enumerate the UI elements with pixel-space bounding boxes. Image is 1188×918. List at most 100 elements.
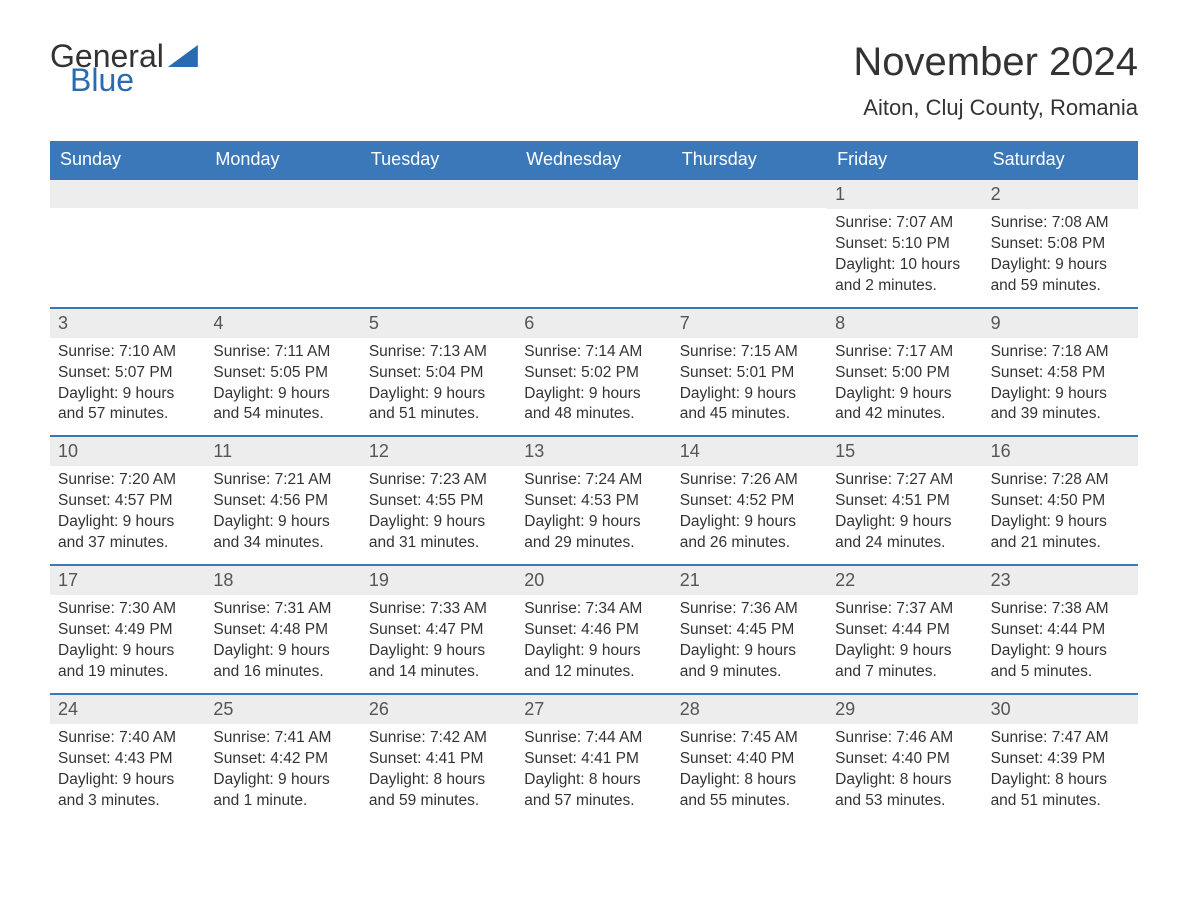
page-header: General Blue November 2024 Aiton, Cluj C… xyxy=(50,40,1138,121)
sunset-text: Sunset: 4:45 PM xyxy=(680,620,819,641)
sunset-text: Sunset: 4:58 PM xyxy=(991,363,1130,384)
calendar-cell: 9Sunrise: 7:18 AMSunset: 4:58 PMDaylight… xyxy=(983,309,1138,436)
sunrise-text: Sunrise: 7:41 AM xyxy=(213,728,352,749)
calendar: SundayMondayTuesdayWednesdayThursdayFrid… xyxy=(50,141,1138,821)
sunrise-text: Sunrise: 7:11 AM xyxy=(213,342,352,363)
day-number: 18 xyxy=(205,566,360,595)
cell-body: Sunrise: 7:31 AMSunset: 4:48 PMDaylight:… xyxy=(205,595,360,693)
daylight-text: Daylight: 9 hours and 59 minutes. xyxy=(991,255,1130,297)
title-block: November 2024 Aiton, Cluj County, Romani… xyxy=(853,40,1138,121)
sunset-text: Sunset: 4:51 PM xyxy=(835,491,974,512)
calendar-cell: 1Sunrise: 7:07 AMSunset: 5:10 PMDaylight… xyxy=(827,180,982,307)
cell-body: Sunrise: 7:46 AMSunset: 4:40 PMDaylight:… xyxy=(827,724,982,822)
sunset-text: Sunset: 4:41 PM xyxy=(369,749,508,770)
calendar-cell: 6Sunrise: 7:14 AMSunset: 5:02 PMDaylight… xyxy=(516,309,671,436)
sunset-text: Sunset: 4:48 PM xyxy=(213,620,352,641)
day-number: 20 xyxy=(516,566,671,595)
calendar-week: 3Sunrise: 7:10 AMSunset: 5:07 PMDaylight… xyxy=(50,307,1138,436)
sunset-text: Sunset: 4:42 PM xyxy=(213,749,352,770)
day-number xyxy=(516,180,671,208)
weekday-header-cell: Saturday xyxy=(983,141,1138,178)
daylight-text: Daylight: 9 hours and 7 minutes. xyxy=(835,641,974,683)
cell-body: Sunrise: 7:28 AMSunset: 4:50 PMDaylight:… xyxy=(983,466,1138,564)
day-number: 9 xyxy=(983,309,1138,338)
sunrise-text: Sunrise: 7:47 AM xyxy=(991,728,1130,749)
sunset-text: Sunset: 4:55 PM xyxy=(369,491,508,512)
logo-sail-icon xyxy=(168,45,198,67)
day-number: 13 xyxy=(516,437,671,466)
sunset-text: Sunset: 4:44 PM xyxy=(835,620,974,641)
calendar-cell: 21Sunrise: 7:36 AMSunset: 4:45 PMDayligh… xyxy=(672,566,827,693)
sunset-text: Sunset: 4:53 PM xyxy=(524,491,663,512)
calendar-cell: 3Sunrise: 7:10 AMSunset: 5:07 PMDaylight… xyxy=(50,309,205,436)
calendar-cell: 10Sunrise: 7:20 AMSunset: 4:57 PMDayligh… xyxy=(50,437,205,564)
day-number: 24 xyxy=(50,695,205,724)
cell-body: Sunrise: 7:18 AMSunset: 4:58 PMDaylight:… xyxy=(983,338,1138,436)
day-number: 27 xyxy=(516,695,671,724)
calendar-cell: 22Sunrise: 7:37 AMSunset: 4:44 PMDayligh… xyxy=(827,566,982,693)
sunrise-text: Sunrise: 7:18 AM xyxy=(991,342,1130,363)
sunrise-text: Sunrise: 7:28 AM xyxy=(991,470,1130,491)
sunrise-text: Sunrise: 7:36 AM xyxy=(680,599,819,620)
cell-body: Sunrise: 7:20 AMSunset: 4:57 PMDaylight:… xyxy=(50,466,205,564)
day-number: 3 xyxy=(50,309,205,338)
day-number: 7 xyxy=(672,309,827,338)
sunset-text: Sunset: 4:56 PM xyxy=(213,491,352,512)
calendar-cell xyxy=(516,180,671,307)
sunset-text: Sunset: 4:50 PM xyxy=(991,491,1130,512)
day-number: 14 xyxy=(672,437,827,466)
day-number xyxy=(361,180,516,208)
calendar-cell: 13Sunrise: 7:24 AMSunset: 4:53 PMDayligh… xyxy=(516,437,671,564)
sunset-text: Sunset: 5:10 PM xyxy=(835,234,974,255)
sunrise-text: Sunrise: 7:08 AM xyxy=(991,213,1130,234)
calendar-cell: 24Sunrise: 7:40 AMSunset: 4:43 PMDayligh… xyxy=(50,695,205,822)
daylight-text: Daylight: 9 hours and 48 minutes. xyxy=(524,384,663,426)
daylight-text: Daylight: 9 hours and 16 minutes. xyxy=(213,641,352,683)
sunrise-text: Sunrise: 7:20 AM xyxy=(58,470,197,491)
day-number: 11 xyxy=(205,437,360,466)
weekday-header-cell: Tuesday xyxy=(361,141,516,178)
sunset-text: Sunset: 5:07 PM xyxy=(58,363,197,384)
sunrise-text: Sunrise: 7:07 AM xyxy=(835,213,974,234)
calendar-week: 24Sunrise: 7:40 AMSunset: 4:43 PMDayligh… xyxy=(50,693,1138,822)
calendar-cell: 17Sunrise: 7:30 AMSunset: 4:49 PMDayligh… xyxy=(50,566,205,693)
cell-body: Sunrise: 7:13 AMSunset: 5:04 PMDaylight:… xyxy=(361,338,516,436)
day-number: 12 xyxy=(361,437,516,466)
cell-body: Sunrise: 7:17 AMSunset: 5:00 PMDaylight:… xyxy=(827,338,982,436)
daylight-text: Daylight: 9 hours and 31 minutes. xyxy=(369,512,508,554)
cell-body: Sunrise: 7:34 AMSunset: 4:46 PMDaylight:… xyxy=(516,595,671,693)
calendar-cell xyxy=(361,180,516,307)
sunset-text: Sunset: 4:52 PM xyxy=(680,491,819,512)
day-number xyxy=(672,180,827,208)
sunrise-text: Sunrise: 7:38 AM xyxy=(991,599,1130,620)
cell-body: Sunrise: 7:15 AMSunset: 5:01 PMDaylight:… xyxy=(672,338,827,436)
daylight-text: Daylight: 8 hours and 51 minutes. xyxy=(991,770,1130,812)
weekday-header-cell: Friday xyxy=(827,141,982,178)
sunrise-text: Sunrise: 7:30 AM xyxy=(58,599,197,620)
weekday-header-cell: Sunday xyxy=(50,141,205,178)
day-number: 16 xyxy=(983,437,1138,466)
sunrise-text: Sunrise: 7:23 AM xyxy=(369,470,508,491)
sunrise-text: Sunrise: 7:37 AM xyxy=(835,599,974,620)
cell-body: Sunrise: 7:11 AMSunset: 5:05 PMDaylight:… xyxy=(205,338,360,436)
logo-text-2: Blue xyxy=(70,64,198,96)
calendar-cell: 29Sunrise: 7:46 AMSunset: 4:40 PMDayligh… xyxy=(827,695,982,822)
sunrise-text: Sunrise: 7:33 AM xyxy=(369,599,508,620)
weekday-header-cell: Wednesday xyxy=(516,141,671,178)
sunrise-text: Sunrise: 7:24 AM xyxy=(524,470,663,491)
daylight-text: Daylight: 9 hours and 21 minutes. xyxy=(991,512,1130,554)
sunset-text: Sunset: 4:49 PM xyxy=(58,620,197,641)
day-number: 10 xyxy=(50,437,205,466)
day-number: 1 xyxy=(827,180,982,209)
cell-body: Sunrise: 7:21 AMSunset: 4:56 PMDaylight:… xyxy=(205,466,360,564)
daylight-text: Daylight: 9 hours and 51 minutes. xyxy=(369,384,508,426)
day-number: 21 xyxy=(672,566,827,595)
sunrise-text: Sunrise: 7:44 AM xyxy=(524,728,663,749)
cell-body: Sunrise: 7:10 AMSunset: 5:07 PMDaylight:… xyxy=(50,338,205,436)
cell-body: Sunrise: 7:27 AMSunset: 4:51 PMDaylight:… xyxy=(827,466,982,564)
sunset-text: Sunset: 4:41 PM xyxy=(524,749,663,770)
daylight-text: Daylight: 8 hours and 55 minutes. xyxy=(680,770,819,812)
day-number: 28 xyxy=(672,695,827,724)
day-number xyxy=(50,180,205,208)
calendar-cell xyxy=(672,180,827,307)
